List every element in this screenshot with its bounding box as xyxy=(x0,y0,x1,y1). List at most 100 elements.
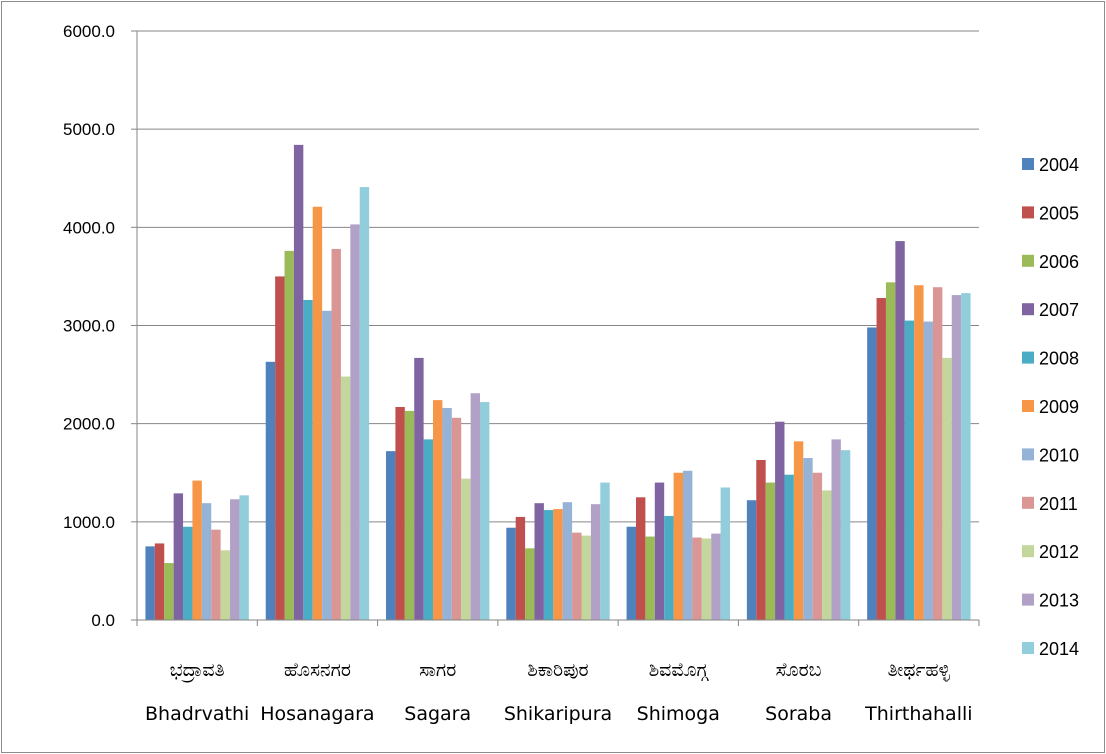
bar xyxy=(543,510,554,620)
legend-label: 2010 xyxy=(1039,445,1079,465)
legend-label: 2004 xyxy=(1039,155,1079,175)
legend-swatch xyxy=(1022,448,1034,461)
bar xyxy=(386,451,396,620)
bar xyxy=(600,482,610,620)
bar xyxy=(480,402,490,620)
legend-swatch xyxy=(1022,351,1034,364)
legend-label: 2006 xyxy=(1039,252,1079,272)
legend-label: 2008 xyxy=(1039,349,1079,369)
legend-swatch xyxy=(1022,303,1034,316)
bar xyxy=(682,470,693,620)
bar xyxy=(164,563,174,620)
bar xyxy=(470,393,481,620)
bar xyxy=(534,503,544,620)
y-tick-label: 4000.0 xyxy=(63,218,115,237)
legend-swatch xyxy=(1022,496,1034,509)
bar xyxy=(932,287,943,620)
legend-swatch xyxy=(1022,206,1034,219)
category-label-english: Bhadrvathi xyxy=(145,703,249,725)
bar xyxy=(433,400,443,620)
bar xyxy=(145,546,155,620)
category-label-english: Soraba xyxy=(765,703,832,725)
bar xyxy=(765,482,776,620)
y-tick-label: 2000.0 xyxy=(63,415,115,434)
bar xyxy=(645,536,655,620)
legend-swatch xyxy=(1022,254,1034,267)
bar xyxy=(635,497,646,620)
category-label-kannada: ಶಿವಮೊಗ್ಗ xyxy=(649,659,709,681)
gridlines xyxy=(137,30,979,523)
bar xyxy=(923,321,933,620)
bar xyxy=(340,376,351,620)
bar xyxy=(867,327,877,620)
bar xyxy=(553,509,563,620)
bar xyxy=(506,527,516,620)
category-label-kannada: ತೀರ್ಥಹಳ್ಳಿ xyxy=(888,659,951,683)
category-label-english: Thirthahalli xyxy=(864,703,972,725)
bar xyxy=(803,458,813,620)
y-tick-label: 6000.0 xyxy=(63,22,115,41)
bar xyxy=(414,357,424,620)
bar xyxy=(654,482,665,620)
bar xyxy=(876,298,886,620)
bar xyxy=(581,535,591,620)
legend-swatch xyxy=(1022,400,1034,412)
bar xyxy=(423,439,434,620)
category-label-english: Shikaripura xyxy=(504,703,612,725)
bar xyxy=(230,499,240,620)
legend-label: 2013 xyxy=(1039,591,1079,611)
category-label-english: Shimoga xyxy=(637,703,720,725)
bar xyxy=(673,472,683,620)
legend-swatch xyxy=(1022,545,1034,558)
bar xyxy=(822,490,832,620)
bar xyxy=(173,493,184,620)
bar xyxy=(404,410,415,620)
legend-label: 2011 xyxy=(1039,494,1078,514)
bar xyxy=(239,495,249,620)
category-label-english: Hosanagara xyxy=(260,703,374,725)
category-label-kannada: ಭದ್ರಾವತಿ xyxy=(170,659,225,682)
bar xyxy=(265,361,276,620)
bar xyxy=(812,472,823,620)
bar xyxy=(904,320,915,620)
bar xyxy=(775,421,785,620)
axes xyxy=(131,30,980,626)
bar xyxy=(572,532,582,620)
bar xyxy=(692,537,702,620)
bar xyxy=(840,450,851,620)
bar xyxy=(451,417,462,620)
bar xyxy=(951,295,962,620)
bars xyxy=(145,144,971,621)
bar xyxy=(711,533,721,620)
bar xyxy=(664,515,674,620)
bar xyxy=(885,282,896,620)
bar xyxy=(312,206,323,621)
legend-label: 2012 xyxy=(1039,542,1079,562)
legend: 2004 2005 2006 2007 2008 2009 2010 2011 2012 2013… xyxy=(1022,155,1079,659)
bar xyxy=(293,144,304,620)
bar xyxy=(154,543,165,620)
category-label-kannada: ಶಿಕಾರಿಪುರ xyxy=(527,659,588,681)
bar xyxy=(914,285,924,620)
y-tick-labels: 0.0 1000.0 2000.0 3000.0 4000.0 5000.0 6000.0 xyxy=(63,22,115,630)
bar xyxy=(211,529,221,620)
legend-swatch xyxy=(1022,642,1034,654)
bar xyxy=(701,538,712,620)
bar xyxy=(590,504,601,620)
x-category-labels: ಭದ್ರಾವತಿ Bhadrvathi ಹೊಸನಗರ Hosanagara ಸಾಗರ Sa… xyxy=(145,659,973,725)
y-tick-label: 1000.0 xyxy=(63,513,115,532)
legend-swatch xyxy=(1022,593,1034,606)
legend-label: 2007 xyxy=(1039,300,1079,320)
bar xyxy=(192,480,202,620)
bar xyxy=(284,250,294,621)
y-tick-label: 3000.0 xyxy=(63,317,115,336)
category-label-kannada: ಸೊರಬ xyxy=(776,659,822,681)
y-tick-label: 0.0 xyxy=(91,611,115,630)
bar xyxy=(442,407,452,620)
legend-swatch xyxy=(1022,158,1034,170)
bar xyxy=(793,441,804,620)
bar xyxy=(720,487,730,620)
y-tick-label: 5000.0 xyxy=(63,120,115,139)
category-label-kannada: ಹೊಸನಗರ xyxy=(284,659,351,681)
